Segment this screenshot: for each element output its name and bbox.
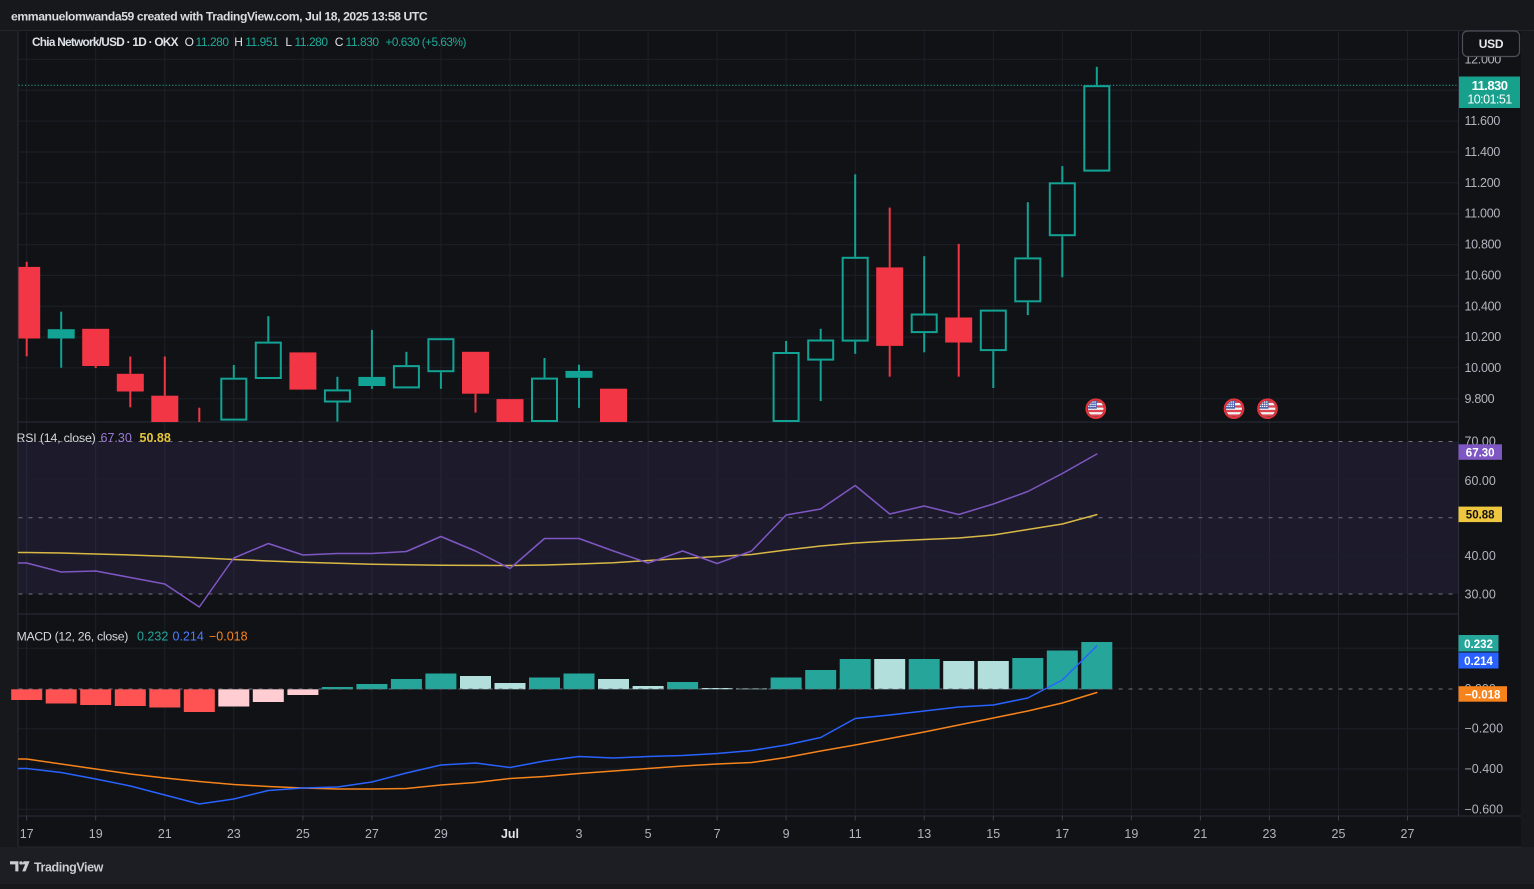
svg-text:11.830: 11.830 <box>346 35 380 49</box>
svg-text:USD: USD <box>1479 37 1504 51</box>
svg-text:Jul: Jul <box>501 827 519 841</box>
svg-text:27: 27 <box>1401 827 1415 841</box>
svg-text:−0.400: −0.400 <box>1465 762 1504 776</box>
svg-text:25: 25 <box>296 827 310 841</box>
svg-text:3: 3 <box>576 827 583 841</box>
svg-text:11.400: 11.400 <box>1465 145 1501 159</box>
svg-text:11.951: 11.951 <box>245 35 279 49</box>
svg-text:9: 9 <box>783 827 790 841</box>
svg-text:10.400: 10.400 <box>1465 299 1502 313</box>
svg-text:−0.018: −0.018 <box>1465 689 1501 701</box>
svg-text:60.00: 60.00 <box>1465 474 1496 488</box>
svg-text:19: 19 <box>89 827 103 841</box>
svg-text:11.600: 11.600 <box>1465 114 1501 128</box>
svg-text:11: 11 <box>849 827 862 841</box>
svg-text:10.600: 10.600 <box>1465 268 1502 282</box>
svg-text:11.280: 11.280 <box>295 35 329 49</box>
svg-text:7: 7 <box>714 827 721 841</box>
svg-text:67.30: 67.30 <box>1466 447 1495 459</box>
svg-text:67.30: 67.30 <box>101 431 132 445</box>
svg-text:50.88: 50.88 <box>1466 510 1495 522</box>
svg-text:10:01:51: 10:01:51 <box>1467 93 1512 107</box>
svg-text:9.800: 9.800 <box>1465 392 1495 406</box>
svg-text:23: 23 <box>1262 827 1276 841</box>
svg-text:0.232: 0.232 <box>137 630 168 644</box>
svg-text:25: 25 <box>1332 827 1346 841</box>
svg-text:L: L <box>285 35 292 49</box>
svg-text:0.232: 0.232 <box>1464 639 1493 651</box>
svg-text:19: 19 <box>1124 827 1138 841</box>
svg-text:50.88: 50.88 <box>140 431 171 445</box>
svg-text:11.200: 11.200 <box>1465 176 1501 190</box>
svg-text:11.830: 11.830 <box>1472 78 1508 93</box>
svg-text:−0.018: −0.018 <box>209 630 248 644</box>
svg-text:0.214: 0.214 <box>173 630 204 644</box>
svg-text:21: 21 <box>1193 827 1207 841</box>
svg-text:10.200: 10.200 <box>1465 330 1502 344</box>
svg-text:15: 15 <box>986 827 1000 841</box>
svg-text:40.00: 40.00 <box>1465 549 1496 563</box>
svg-text:−0.200: −0.200 <box>1465 722 1504 736</box>
svg-text:O: O <box>185 35 194 49</box>
svg-text:23: 23 <box>227 827 241 841</box>
svg-text:MACD (12, 26, close): MACD (12, 26, close) <box>17 630 129 644</box>
svg-text:10.000: 10.000 <box>1465 361 1502 375</box>
svg-text:17: 17 <box>1055 827 1069 841</box>
svg-text:+0.630 (+5.63%): +0.630 (+5.63%) <box>386 35 467 49</box>
svg-text:21: 21 <box>158 827 172 841</box>
svg-text:H: H <box>234 35 243 49</box>
svg-text:11.280: 11.280 <box>196 35 230 49</box>
svg-text:C: C <box>335 35 344 49</box>
svg-text:5: 5 <box>645 827 652 841</box>
svg-text:10.800: 10.800 <box>1465 238 1502 252</box>
svg-text:TradingView: TradingView <box>34 861 104 875</box>
svg-text:11.000: 11.000 <box>1465 207 1501 221</box>
svg-text:27: 27 <box>365 827 379 841</box>
svg-text:0.214: 0.214 <box>1464 656 1493 668</box>
svg-text:−0.600: −0.600 <box>1465 802 1504 816</box>
svg-text:13: 13 <box>917 827 931 841</box>
svg-text:emmanuelomwanda59 created with: emmanuelomwanda59 created with TradingVi… <box>11 10 428 24</box>
svg-text:RSI (14, close): RSI (14, close) <box>17 431 96 445</box>
svg-text:29: 29 <box>434 827 448 841</box>
svg-text:17: 17 <box>20 827 34 841</box>
svg-text:Chia Network/USD · 1D · OKX: Chia Network/USD · 1D · OKX <box>32 35 179 49</box>
svg-text:30.00: 30.00 <box>1465 587 1496 601</box>
